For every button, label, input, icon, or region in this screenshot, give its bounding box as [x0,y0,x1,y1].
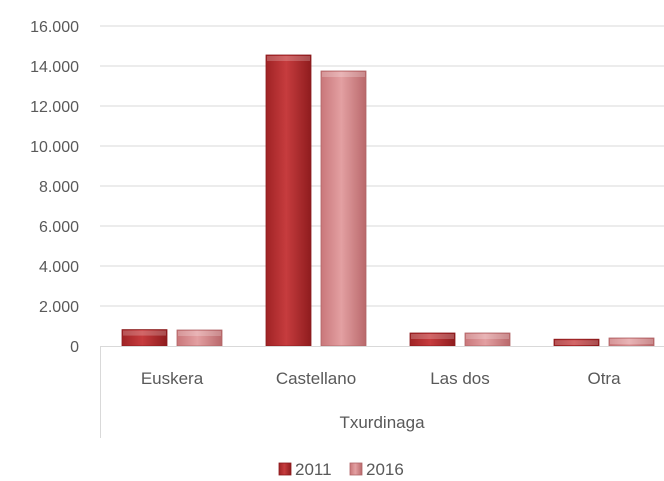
x-axis-group-label: Txurdinaga [339,413,425,432]
bar-bevel [555,340,598,345]
x-axis-category-labels: Euskera Castellano Las dos Otra [141,369,621,388]
bars [121,54,655,347]
legend-label-2011: 2011 [295,460,332,479]
bar-bevel [610,339,653,344]
legend: 2011 2016 [278,460,404,479]
legend-label-2016: 2016 [366,460,404,479]
bar-2011-castellano [265,54,312,347]
x-axis [100,346,664,438]
y-tick-label: 0 [70,339,79,356]
y-tick-label: 16.000 [30,19,79,36]
y-tick-label: 14.000 [30,59,79,76]
y-tick-label: 4.000 [39,259,79,276]
x-category-label: Otra [587,369,621,388]
y-tick-label: 6.000 [39,219,79,236]
x-category-label: Castellano [276,369,356,388]
y-tick-label: 2.000 [39,299,79,316]
gridlines [100,25,664,307]
legend-swatch-2011 [278,462,292,476]
bar-bevel [267,56,310,61]
bar-2016-castellano [320,70,367,347]
y-tick-label: 8.000 [39,179,79,196]
bar-bevel [178,331,221,336]
x-category-label: Las dos [430,369,490,388]
y-axis-tick-labels: 0 2.000 4.000 6.000 8.000 10.000 12.000 14.000 1… [30,19,79,356]
legend-swatch-2016 [349,462,363,476]
bar-bevel [466,334,509,339]
x-category-label: Euskera [141,369,204,388]
bar-bevel [411,334,454,339]
y-tick-label: 12.000 [30,99,79,116]
bar-bevel [123,330,166,336]
bar-bevel [322,72,365,77]
y-tick-label: 10.000 [30,139,79,156]
